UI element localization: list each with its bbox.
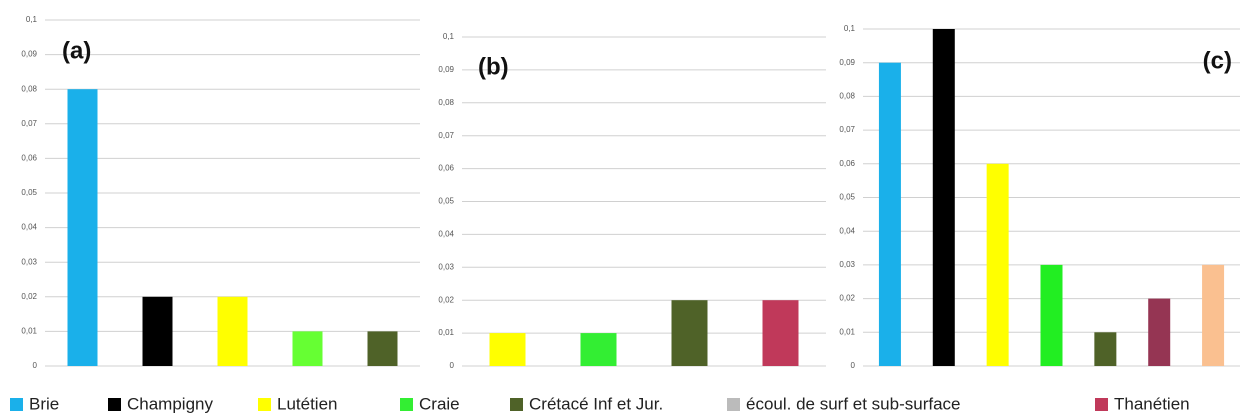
legend-swatch [258,398,271,411]
bar [1040,264,1063,366]
y-tick-label: 0,07 [438,131,454,140]
legend-label: écoul. de surf et sub-surface [746,394,961,413]
legend-swatch [10,398,23,411]
bar [580,333,617,366]
y-tick-label: 0,02 [438,295,454,304]
y-tick-label: 0,05 [839,193,855,202]
bar [489,333,526,366]
y-tick-label: 0,1 [26,15,38,24]
legend-label: Crétacé Inf et Jur. [529,394,663,413]
legend-swatch [727,398,740,411]
y-tick-label: 0,01 [438,328,454,337]
y-tick-label: 0,08 [839,92,855,101]
legend-label: Champigny [127,394,213,413]
legend-label: Craie [419,394,460,413]
legend-swatch [510,398,523,411]
y-tick-label: 0,1 [844,24,856,33]
y-tick-label: 0,07 [839,125,855,134]
bar [67,89,98,366]
y-tick-label: 0,09 [839,58,855,67]
y-tick-label: 0,07 [21,119,37,128]
y-tick-label: 0,02 [21,292,37,301]
y-tick-label: 0,03 [438,262,454,271]
y-tick-label: 0,04 [438,230,454,239]
y-tick-label: 0,09 [438,65,454,74]
y-tick-label: 0,04 [21,223,37,232]
bar [762,300,799,366]
legend-label: Thanétien [1114,394,1190,413]
bar [986,163,1009,366]
y-tick-label: 0,01 [21,327,37,336]
y-tick-label: 0,09 [21,50,37,59]
legend-swatch [400,398,413,411]
y-tick-label: 0 [851,361,856,370]
y-tick-label: 0,03 [21,257,37,266]
y-tick-label: 0,01 [839,327,855,336]
y-tick-label: 0,06 [438,164,454,173]
y-tick-label: 0,08 [21,84,37,93]
panel-label: (a) [62,37,91,64]
y-tick-label: 0,08 [438,98,454,107]
bar [217,296,248,366]
y-tick-label: 0 [33,361,38,370]
y-tick-label: 0 [450,361,455,370]
y-tick-label: 0,03 [839,260,855,269]
legend-swatch [1095,398,1108,411]
y-tick-label: 0,02 [839,294,855,303]
legend-swatch [108,398,121,411]
bar [142,296,173,366]
y-tick-label: 0,05 [21,188,37,197]
panel-label: (b) [478,53,509,80]
bar [367,331,398,366]
bar [1202,264,1225,366]
bar [1148,298,1171,366]
panel-label: (c) [1203,47,1232,74]
bar [1094,332,1117,366]
y-tick-label: 0,06 [21,154,37,163]
y-tick-label: 0,06 [839,159,855,168]
legend-label: Brie [29,394,59,413]
y-tick-label: 0,1 [443,32,455,41]
bar [671,300,708,366]
y-tick-label: 0,04 [839,226,855,235]
bar [292,331,323,366]
bar [932,29,955,366]
bar [878,62,901,366]
legend-label: Lutétien [277,394,338,413]
y-tick-label: 0,05 [438,197,454,206]
